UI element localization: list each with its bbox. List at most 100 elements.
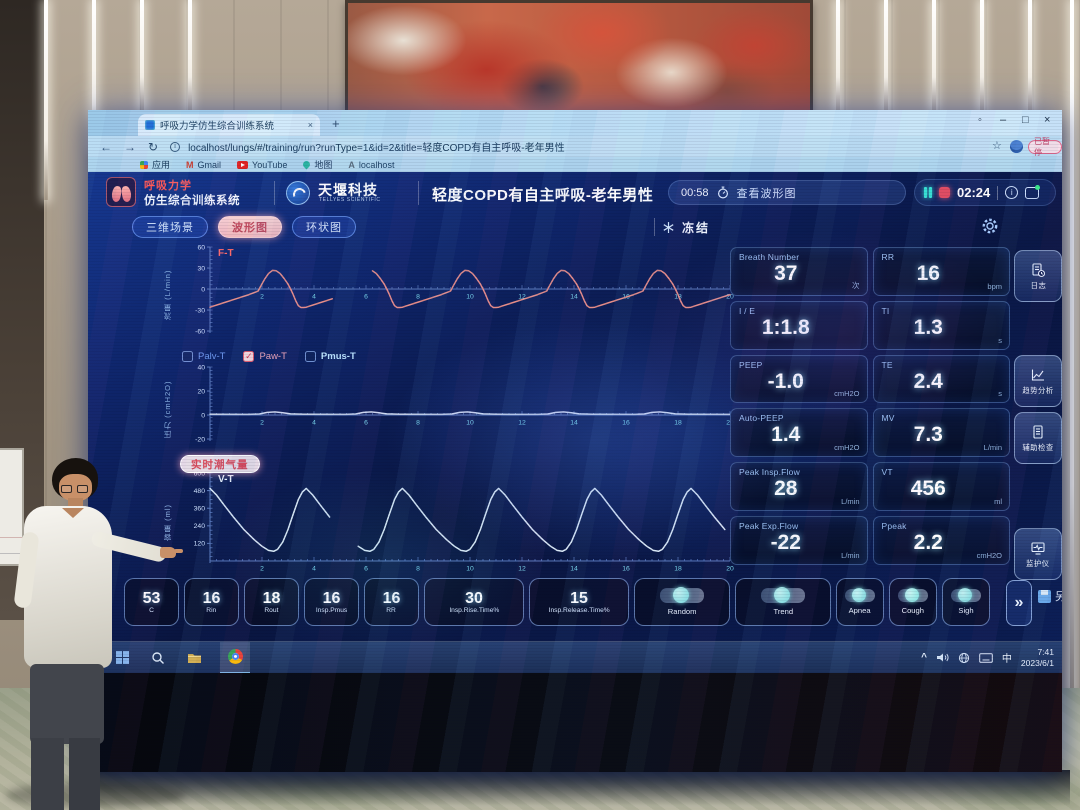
param-card[interactable]: MV 7.3 L/min	[872, 408, 1010, 458]
settings-gear-icon[interactable]	[980, 216, 1000, 236]
profile-avatar[interactable]	[1010, 140, 1023, 153]
toggle-knob[interactable]	[774, 587, 790, 603]
svg-text:2: 2	[260, 566, 264, 573]
minimize-button[interactable]: –	[1000, 114, 1007, 126]
save-as-button[interactable]: 另存	[1038, 588, 1062, 604]
info-icon[interactable]: i	[1005, 186, 1019, 199]
presenter-shirt	[24, 506, 112, 668]
more-params-button[interactable]: »	[1006, 580, 1032, 626]
volume-icon[interactable]	[936, 652, 949, 663]
tray-expand-icon[interactable]: ^	[921, 652, 927, 663]
app-background	[88, 172, 1062, 641]
toggle-knob[interactable]	[673, 587, 689, 603]
chrome-taskbar-button[interactable]	[220, 641, 250, 674]
param-label: Breath Number	[739, 252, 800, 262]
vent-param-button[interactable]: 15 Insp.Release.Time%	[529, 578, 629, 626]
bookmark-apps[interactable]: 应用	[140, 158, 170, 171]
param-card[interactable]: RR 16 bpm	[872, 247, 1010, 296]
freeze-button[interactable]: 冻结	[654, 216, 710, 238]
svg-text:-60: -60	[195, 328, 205, 335]
sidebar-log-button[interactable]: 日志	[1014, 250, 1062, 302]
realtime-tidal-volume-pill[interactable]: 实时潮气量	[180, 455, 260, 473]
vent-param-button[interactable]: 53 C	[124, 578, 179, 626]
stopwatch-icon	[717, 186, 728, 199]
file-explorer-icon[interactable]	[187, 651, 202, 664]
svg-text:6: 6	[364, 566, 368, 573]
map-pin-icon	[301, 159, 312, 170]
event-toggle-button[interactable]: Trend	[735, 578, 831, 626]
back-icon[interactable]: ←	[100, 139, 112, 154]
tab-close-icon[interactable]: ×	[307, 120, 313, 130]
tab-loop-diagram[interactable]: 环状图	[292, 216, 356, 238]
event-toggle-button[interactable]: Random	[634, 578, 730, 626]
wall-light-strip	[980, 0, 984, 110]
stop-record-icon[interactable]	[939, 187, 950, 198]
param-unit: L/min	[841, 497, 860, 507]
browser-tab[interactable]: 呼吸力学仿生综合训练系统 ×	[138, 114, 320, 136]
legend-paw-t[interactable]: ✓ Paw-T	[243, 350, 287, 362]
param-card[interactable]: TE 2.4 s	[872, 354, 1010, 404]
vent-param-button[interactable]: 18 Rout	[244, 578, 299, 626]
vent-param-value: 30	[465, 589, 483, 607]
toggle-knob[interactable]	[958, 588, 972, 602]
event-toggle-button[interactable]: Apnea	[836, 578, 884, 626]
taskbar-clock[interactable]: 7:41 2023/6/1	[1020, 646, 1054, 668]
vent-param-label: Rout	[264, 607, 279, 615]
sidebar-aux-exam-button[interactable]: 辅助检查	[1014, 412, 1062, 464]
toggle-knob[interactable]	[905, 588, 919, 602]
screen-lower-black-band	[88, 673, 1062, 772]
reload-icon[interactable]: ↻	[148, 139, 159, 154]
param-card[interactable]: TI 1.3 s	[872, 300, 1010, 350]
legend-pmus-t[interactable]: Pmus-T	[304, 350, 356, 362]
svg-text:14: 14	[570, 420, 578, 427]
param-card[interactable]: Peak Insp.Flow 28 L/min	[730, 462, 868, 512]
param-card[interactable]: Auto-PEEP 1.4 cmH2O	[730, 408, 868, 458]
param-card[interactable]: I / E 1:1.8	[730, 300, 868, 350]
svg-text:20: 20	[726, 294, 734, 301]
vent-param-button[interactable]: 30 Insp.Rise.Time%	[424, 578, 524, 626]
param-card[interactable]: PEEP -1.0 cmH2O	[730, 354, 868, 404]
vt-chart: 600 480 360 240 120 2 4 6 8 10 12 14 16 18 20 V-T	[194, 470, 734, 573]
vent-param-button[interactable]: 16 RR	[364, 578, 419, 626]
bookmark-star-icon[interactable]: ☆	[992, 140, 1002, 152]
sync-paused-pill[interactable]: 已暂停	[1028, 137, 1062, 157]
param-value: 1.3	[913, 315, 943, 339]
event-toggle-button[interactable]: Sigh	[942, 578, 990, 626]
search-icon[interactable]	[151, 651, 165, 665]
pt-ylabel: 压力 (cmH2O)	[163, 380, 172, 438]
url-text[interactable]: localhost/lungs/#/training/run?runType=1…	[188, 143, 565, 154]
bookmark-maps[interactable]: 地图	[301, 158, 332, 171]
tab-waveform[interactable]: 波形图	[218, 216, 282, 238]
new-tab-button[interactable]: +	[332, 116, 340, 131]
close-button[interactable]: ×	[1044, 114, 1051, 126]
monitor-notify-icon[interactable]	[1025, 184, 1041, 199]
toggle-knob[interactable]	[852, 588, 866, 602]
param-card[interactable]: Breath Number 37 次	[730, 247, 868, 296]
start-button-icon[interactable]	[116, 651, 129, 664]
bookmark-youtube[interactable]: YouTube	[237, 160, 287, 170]
tab-3d-scene[interactable]: 三维场景	[132, 216, 208, 238]
session-status-pill[interactable]: 00:58 查看波形图	[668, 180, 906, 205]
event-toggle-button[interactable]: Cough	[889, 578, 937, 626]
ime-indicator[interactable]: 中	[1001, 654, 1012, 665]
legend-palv-t[interactable]: Palv-T	[182, 350, 225, 362]
param-card[interactable]: VT 456 ml	[872, 462, 1010, 512]
svg-text:18: 18	[674, 420, 682, 427]
param-card[interactable]: Ppeak 2.2 cmH2O	[872, 516, 1010, 565]
sidebar-trend-analysis-button[interactable]: 趋势分析	[1014, 355, 1062, 407]
param-card[interactable]: Peak Exp.Flow -22 L/min	[730, 516, 868, 565]
site-info-icon[interactable]: i	[170, 141, 181, 152]
network-icon[interactable]	[958, 652, 970, 664]
vent-param-button[interactable]: 16 Rin	[184, 578, 239, 626]
forward-icon[interactable]: →	[124, 139, 136, 154]
maximize-button[interactable]: □	[1022, 114, 1029, 126]
glasses-icon	[61, 485, 72, 493]
bookmark-gmail[interactable]: M Gmail	[186, 159, 222, 170]
pause-icon[interactable]	[924, 187, 932, 198]
profile-dot-icon[interactable]: ◦	[978, 114, 982, 126]
keyboard-icon[interactable]	[979, 652, 993, 663]
vent-param-button[interactable]: 16 Insp.Pmus	[304, 578, 359, 626]
sidebar-monitor-button[interactable]: 监护仪	[1014, 528, 1062, 580]
svg-text:-30: -30	[195, 307, 205, 314]
